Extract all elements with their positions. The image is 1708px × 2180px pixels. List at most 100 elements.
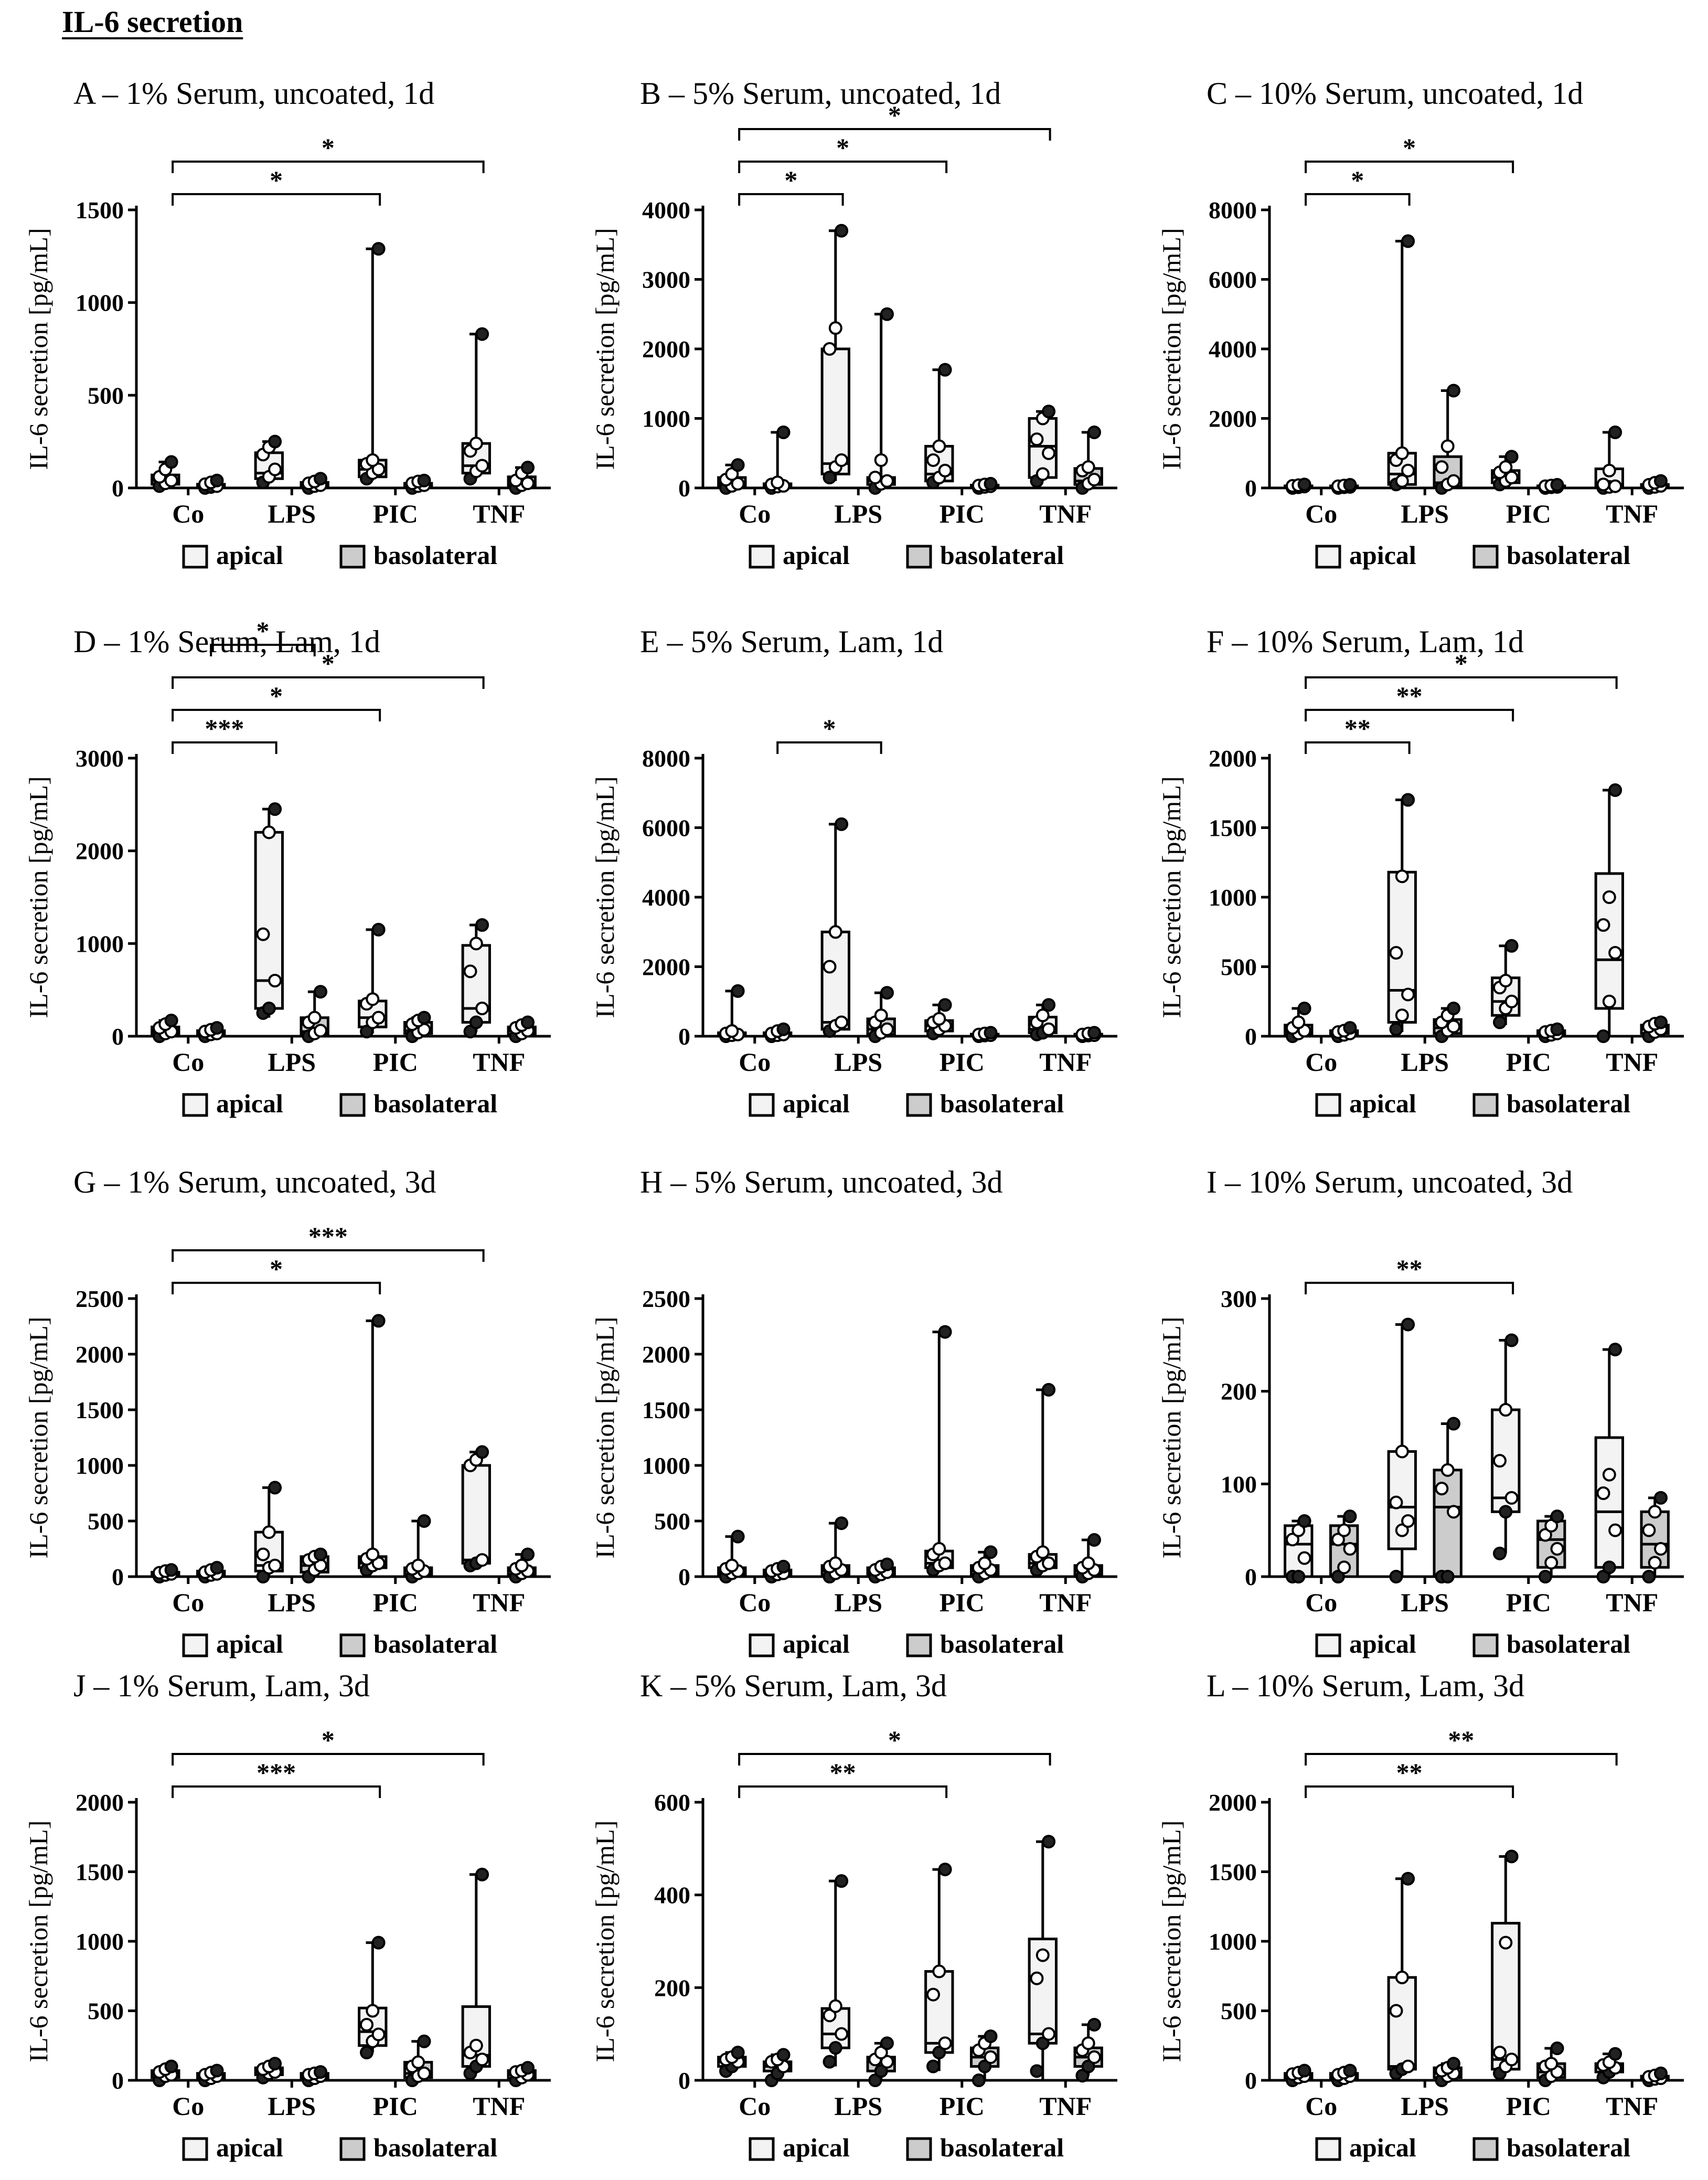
box-apical-tnf	[1594, 426, 1624, 495]
box-basolateral-co	[196, 473, 226, 495]
box-basolateral-lps	[300, 2065, 329, 2087]
y-tick-label: 0	[112, 1564, 124, 1590]
data-point	[1499, 1936, 1513, 1950]
y-tick-label: 0	[678, 1564, 690, 1590]
data-point	[256, 1547, 270, 1561]
data-point	[1602, 463, 1616, 477]
y-tick-label: 1500	[76, 1397, 124, 1423]
x-tick-label-pic: PIC	[940, 2091, 985, 2121]
x-tick-label-tnf: TNF	[473, 1588, 525, 1617]
data-point	[268, 2057, 282, 2071]
panel-title: I – 10% Serum, uncoated, 3d	[1207, 1165, 1573, 1199]
data-point	[1550, 478, 1564, 492]
bracket-line	[172, 1785, 381, 1798]
box-iqr	[1387, 1976, 1417, 2071]
box-apical-co	[151, 455, 180, 493]
data-point	[268, 1558, 282, 1572]
data-point	[731, 477, 745, 491]
data-point	[268, 974, 282, 987]
significance-label: *	[823, 714, 836, 743]
data-point	[256, 927, 270, 941]
y-tick-label: 1000	[76, 1452, 124, 1479]
box-basolateral-pic	[1536, 2041, 1566, 2087]
data-point	[1446, 1505, 1460, 1519]
y-tick-label: 1000	[1209, 884, 1257, 911]
legend-label-apical: apical	[1349, 2133, 1416, 2162]
box-apical-pic	[1491, 450, 1521, 492]
data-point	[1648, 1556, 1662, 1570]
legend-label-apical: apical	[783, 540, 850, 570]
box-apical-pic	[924, 1863, 954, 2073]
bracket-line	[738, 1753, 1051, 1766]
x-tick-label-pic: PIC	[1506, 1047, 1551, 1077]
data-point	[164, 473, 178, 487]
data-point	[475, 1553, 489, 1567]
legend-swatch-apical	[1315, 545, 1341, 569]
significance-bracket: ***	[172, 1221, 485, 1262]
data-point	[731, 2046, 745, 2059]
data-point	[880, 986, 894, 1000]
data-point	[835, 817, 849, 831]
box-basolateral-co	[1329, 1509, 1359, 1583]
panel-i: I – 10% Serum, uncoated, 3d IL-6 secretio…	[1144, 1162, 1694, 1676]
chart-svg-l: L – 10% Serum, Lam, 3d IL-6 secretion [pg…	[1157, 1668, 1684, 2162]
box-basolateral-tnf	[507, 1547, 537, 1583]
data-point	[1395, 446, 1409, 460]
y-tick-label: 500	[88, 1508, 124, 1535]
data-point	[731, 458, 745, 472]
y-tick-label: 0	[112, 2067, 124, 2094]
box-apical-co	[717, 1529, 747, 1583]
x-tick-label-co: Co	[739, 1588, 771, 1617]
box-basolateral-pic	[970, 2029, 1000, 2087]
data-point	[932, 1964, 946, 1979]
data-point	[1544, 2057, 1558, 2071]
panel-title: H – 5% Serum, uncoated, 3d	[640, 1165, 1003, 1199]
significance-bracket: ***	[172, 714, 277, 754]
data-point	[313, 472, 327, 486]
data-point	[313, 2065, 327, 2079]
data-point	[1337, 1523, 1351, 1537]
data-point	[469, 437, 483, 451]
box-basolateral-pic	[1536, 478, 1566, 495]
y-tick-label: 0	[112, 475, 124, 502]
data-point	[938, 998, 952, 1012]
box-basolateral-lps	[300, 1547, 329, 1583]
x-tick-label-lps: LPS	[834, 1588, 882, 1617]
y-tick-label: 0	[112, 1023, 124, 1050]
significance-label: **	[1396, 681, 1423, 710]
data-point	[1331, 1533, 1345, 1547]
data-point	[1389, 2004, 1403, 2018]
x-tick-label-co: Co	[739, 499, 771, 528]
data-point	[417, 1011, 431, 1025]
box-apical-lps	[254, 802, 284, 1020]
data-point	[823, 471, 837, 485]
y-tick-label: 2000	[642, 954, 690, 981]
y-tick-label: 500	[1221, 1998, 1257, 2025]
legend-label-apical: apical	[216, 1629, 283, 1658]
panel-title: A – 1% Serum, uncoated, 1d	[73, 76, 434, 111]
data-point	[984, 1545, 998, 1559]
data-point	[268, 434, 282, 449]
box-basolateral-pic	[970, 1026, 1000, 1043]
significance-bracket: ***	[172, 1758, 381, 1798]
data-point	[1395, 869, 1409, 884]
data-point	[1493, 1015, 1507, 1029]
y-tick-label: 2000	[642, 1341, 690, 1368]
data-point	[835, 453, 849, 467]
x-tick-label-pic: PIC	[940, 1047, 985, 1077]
box-apical-lps	[1387, 1871, 1417, 2080]
y-tick-label: 4000	[642, 884, 690, 911]
data-point	[1596, 1029, 1610, 1043]
data-point	[360, 1025, 374, 1039]
data-point	[1608, 946, 1622, 960]
box-basolateral-lps	[1433, 384, 1463, 495]
data-point	[1075, 2069, 1090, 2083]
data-point	[1042, 1022, 1056, 1036]
panel-h: H – 5% Serum, uncoated, 3d IL-6 secretion…	[577, 1162, 1128, 1676]
x-tick-label-pic: PIC	[373, 1588, 418, 1617]
data-point	[1042, 405, 1056, 419]
significance-bracket: *	[1305, 133, 1514, 173]
y-tick-label: 300	[1221, 1285, 1257, 1312]
legend-swatch-apical	[182, 545, 208, 569]
box-apical-co	[151, 2059, 180, 2087]
